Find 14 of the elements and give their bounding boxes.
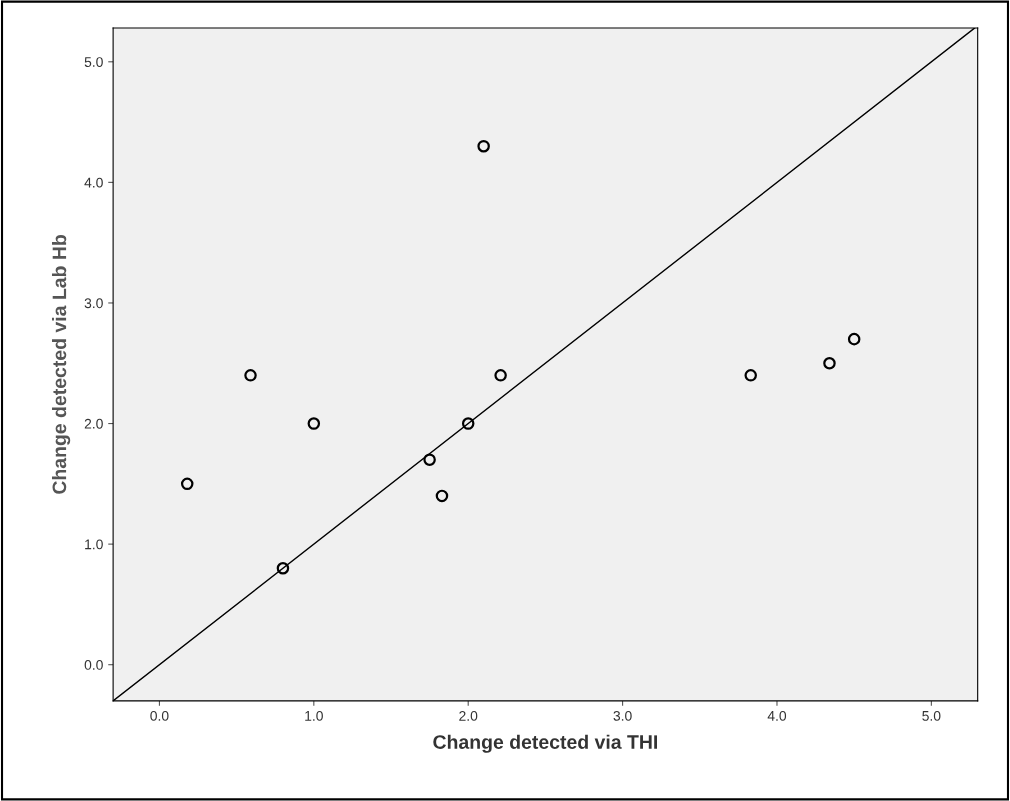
x-axis-title: Change detected via THI <box>433 734 658 753</box>
y-tick-label: 2.0 <box>84 418 103 429</box>
y-tick-label: 5.0 <box>84 57 103 67</box>
x-tick-label: 3.0 <box>613 710 632 721</box>
x-tick-label: 2.0 <box>459 710 478 721</box>
x-tick-label: 4.0 <box>767 710 787 721</box>
x-tick-label: 5.0 <box>922 710 941 721</box>
y-tick-label: 4.0 <box>84 177 103 188</box>
x-tick-label: 0.0 <box>150 710 169 721</box>
y-tick-label: 3.0 <box>84 298 103 309</box>
y-tick-label: 1.0 <box>85 539 103 550</box>
x-tick-label: 1.0 <box>305 710 323 721</box>
y-axis-title: Change detected via Lab Hb <box>51 235 71 494</box>
y-tick-label: 0.0 <box>84 660 103 670</box>
